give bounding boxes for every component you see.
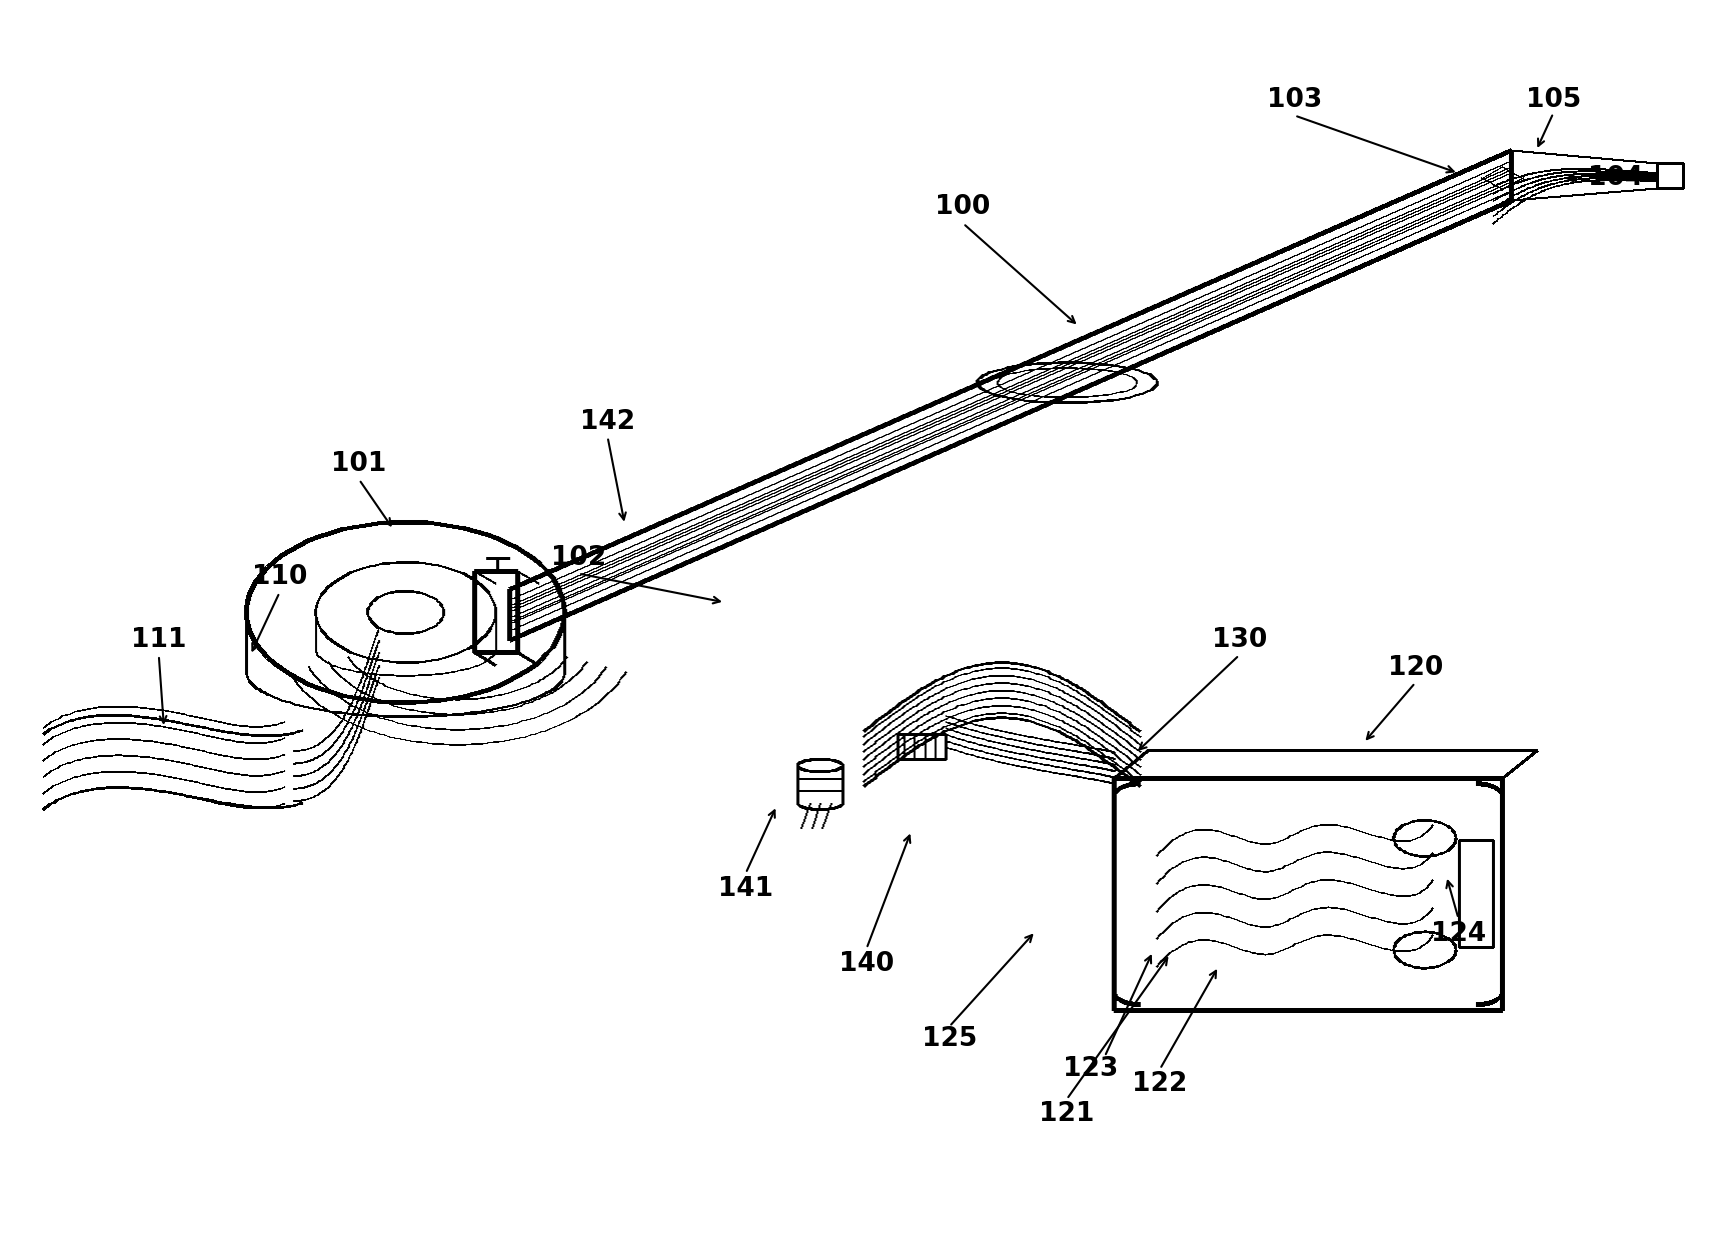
Text: 122: 122: [1132, 1072, 1187, 1097]
Text: 100: 100: [935, 195, 991, 220]
Text: 103: 103: [1267, 88, 1322, 113]
Text: 120: 120: [1388, 655, 1443, 680]
Text: 141: 141: [718, 876, 773, 901]
Text: 125: 125: [922, 1027, 977, 1052]
Text: 142: 142: [580, 409, 635, 434]
Text: 110: 110: [252, 565, 307, 590]
Text: 105: 105: [1526, 88, 1581, 113]
Text: 124: 124: [1431, 921, 1486, 946]
Text: 111: 111: [131, 628, 186, 653]
Text: 104: 104: [1588, 166, 1643, 191]
Text: 140: 140: [839, 951, 894, 976]
Text: 123: 123: [1063, 1057, 1118, 1082]
Text: 130: 130: [1212, 628, 1267, 653]
Text: 101: 101: [331, 452, 387, 477]
Text: 102: 102: [551, 546, 606, 571]
Text: 121: 121: [1039, 1102, 1094, 1127]
